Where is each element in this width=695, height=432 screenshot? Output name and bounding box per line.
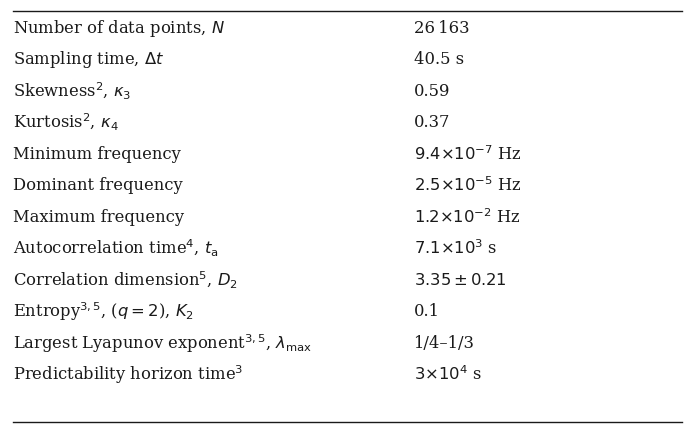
- Text: $1.2{\times}10^{-2}$ Hz: $1.2{\times}10^{-2}$ Hz: [414, 208, 521, 227]
- Text: 40.5 s: 40.5 s: [414, 51, 464, 68]
- Text: 0.37: 0.37: [414, 114, 450, 131]
- Text: $7.1{\times}10^{3}$ s: $7.1{\times}10^{3}$ s: [414, 239, 497, 258]
- Text: Dominant frequency: Dominant frequency: [13, 177, 182, 194]
- Text: Predictability horizon time$^3$: Predictability horizon time$^3$: [13, 364, 243, 386]
- Text: $3{\times}10^{4}$ s: $3{\times}10^{4}$ s: [414, 365, 481, 384]
- Text: Correlation dimension$^5$, $D_2$: Correlation dimension$^5$, $D_2$: [13, 270, 237, 291]
- Text: Skewness$^2$, $\kappa_3$: Skewness$^2$, $\kappa_3$: [13, 81, 131, 102]
- Text: $9.4{\times}10^{-7}$ Hz: $9.4{\times}10^{-7}$ Hz: [414, 145, 521, 164]
- Text: 0.59: 0.59: [414, 83, 450, 100]
- Text: Kurtosis$^2$, $\kappa_4$: Kurtosis$^2$, $\kappa_4$: [13, 112, 118, 133]
- Text: Minimum frequency: Minimum frequency: [13, 146, 181, 163]
- Text: Largest Lyapunov exponent$^{3,5}$, $\lambda_{\mathrm{max}}$: Largest Lyapunov exponent$^{3,5}$, $\lam…: [13, 332, 311, 355]
- Text: Sampling time, $\Delta t$: Sampling time, $\Delta t$: [13, 49, 164, 70]
- Text: $3.35\pm0.21$: $3.35\pm0.21$: [414, 272, 506, 289]
- Text: Autocorrelation time$^4$, $t_{\mathrm{a}}$: Autocorrelation time$^4$, $t_{\mathrm{a}…: [13, 238, 218, 259]
- Text: 1/4–1/3: 1/4–1/3: [414, 335, 475, 352]
- Text: Entropy$^{3,5}$, ($q$$=$$2$), $K_2$: Entropy$^{3,5}$, ($q$$=$$2$), $K_2$: [13, 301, 193, 323]
- Text: $2.5{\times}10^{-5}$ Hz: $2.5{\times}10^{-5}$ Hz: [414, 176, 521, 195]
- Text: Maximum frequency: Maximum frequency: [13, 209, 183, 226]
- Text: 0.1: 0.1: [414, 303, 439, 321]
- Text: 26 163: 26 163: [414, 19, 469, 37]
- Text: Number of data points, $N$: Number of data points, $N$: [13, 18, 224, 38]
